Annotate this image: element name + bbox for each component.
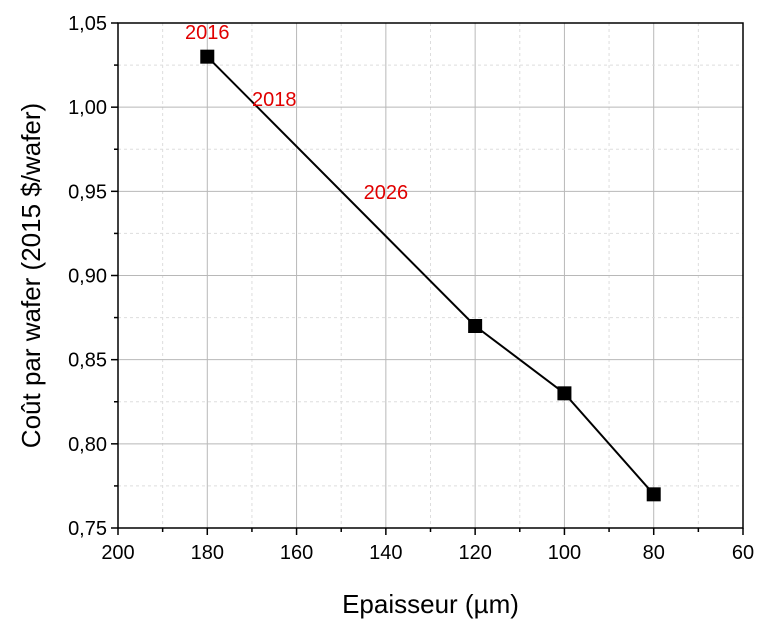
year-annotation: 2016 [185, 22, 230, 44]
y-tick-label: 1,00 [68, 97, 107, 119]
x-tick-label: 180 [191, 542, 224, 564]
x-tick-label: 120 [458, 542, 491, 564]
data-point-marker [468, 319, 483, 333]
y-tick-label: 1,05 [68, 13, 107, 35]
x-tick-label: 200 [101, 542, 134, 564]
x-tick-label: 60 [732, 542, 754, 564]
data-point-marker [200, 49, 215, 64]
series-line [206, 55, 655, 495]
data-point-marker [557, 386, 572, 401]
y-tick-label: 0,85 [68, 350, 107, 372]
y-tick-label: 0,75 [68, 518, 107, 540]
x-axis-title: Epaisseur (µm) [342, 589, 519, 619]
x-tick-label: 100 [548, 542, 581, 564]
y-tick-label: 0,80 [68, 434, 107, 456]
grid [118, 23, 743, 528]
y-tick-label: 0,95 [68, 181, 107, 203]
annotations: 2016 2018 2026 [185, 22, 408, 204]
y-axis-title: Coût par wafer (2015 $/wafer) [16, 103, 46, 448]
x-tick-label: 160 [280, 542, 313, 564]
y-tick-label: 0,90 [68, 266, 107, 288]
data-point-marker [646, 487, 661, 502]
year-annotation: 2026 [364, 182, 409, 204]
x-tick-label: 80 [643, 542, 665, 564]
year-annotation: 2018 [252, 89, 297, 111]
series [200, 49, 661, 502]
axes: 200 180 160 140 120 100 80 60 0,75 0,80 0,85 0,90 0,… [68, 13, 754, 564]
x-tick-label: 140 [369, 542, 402, 564]
